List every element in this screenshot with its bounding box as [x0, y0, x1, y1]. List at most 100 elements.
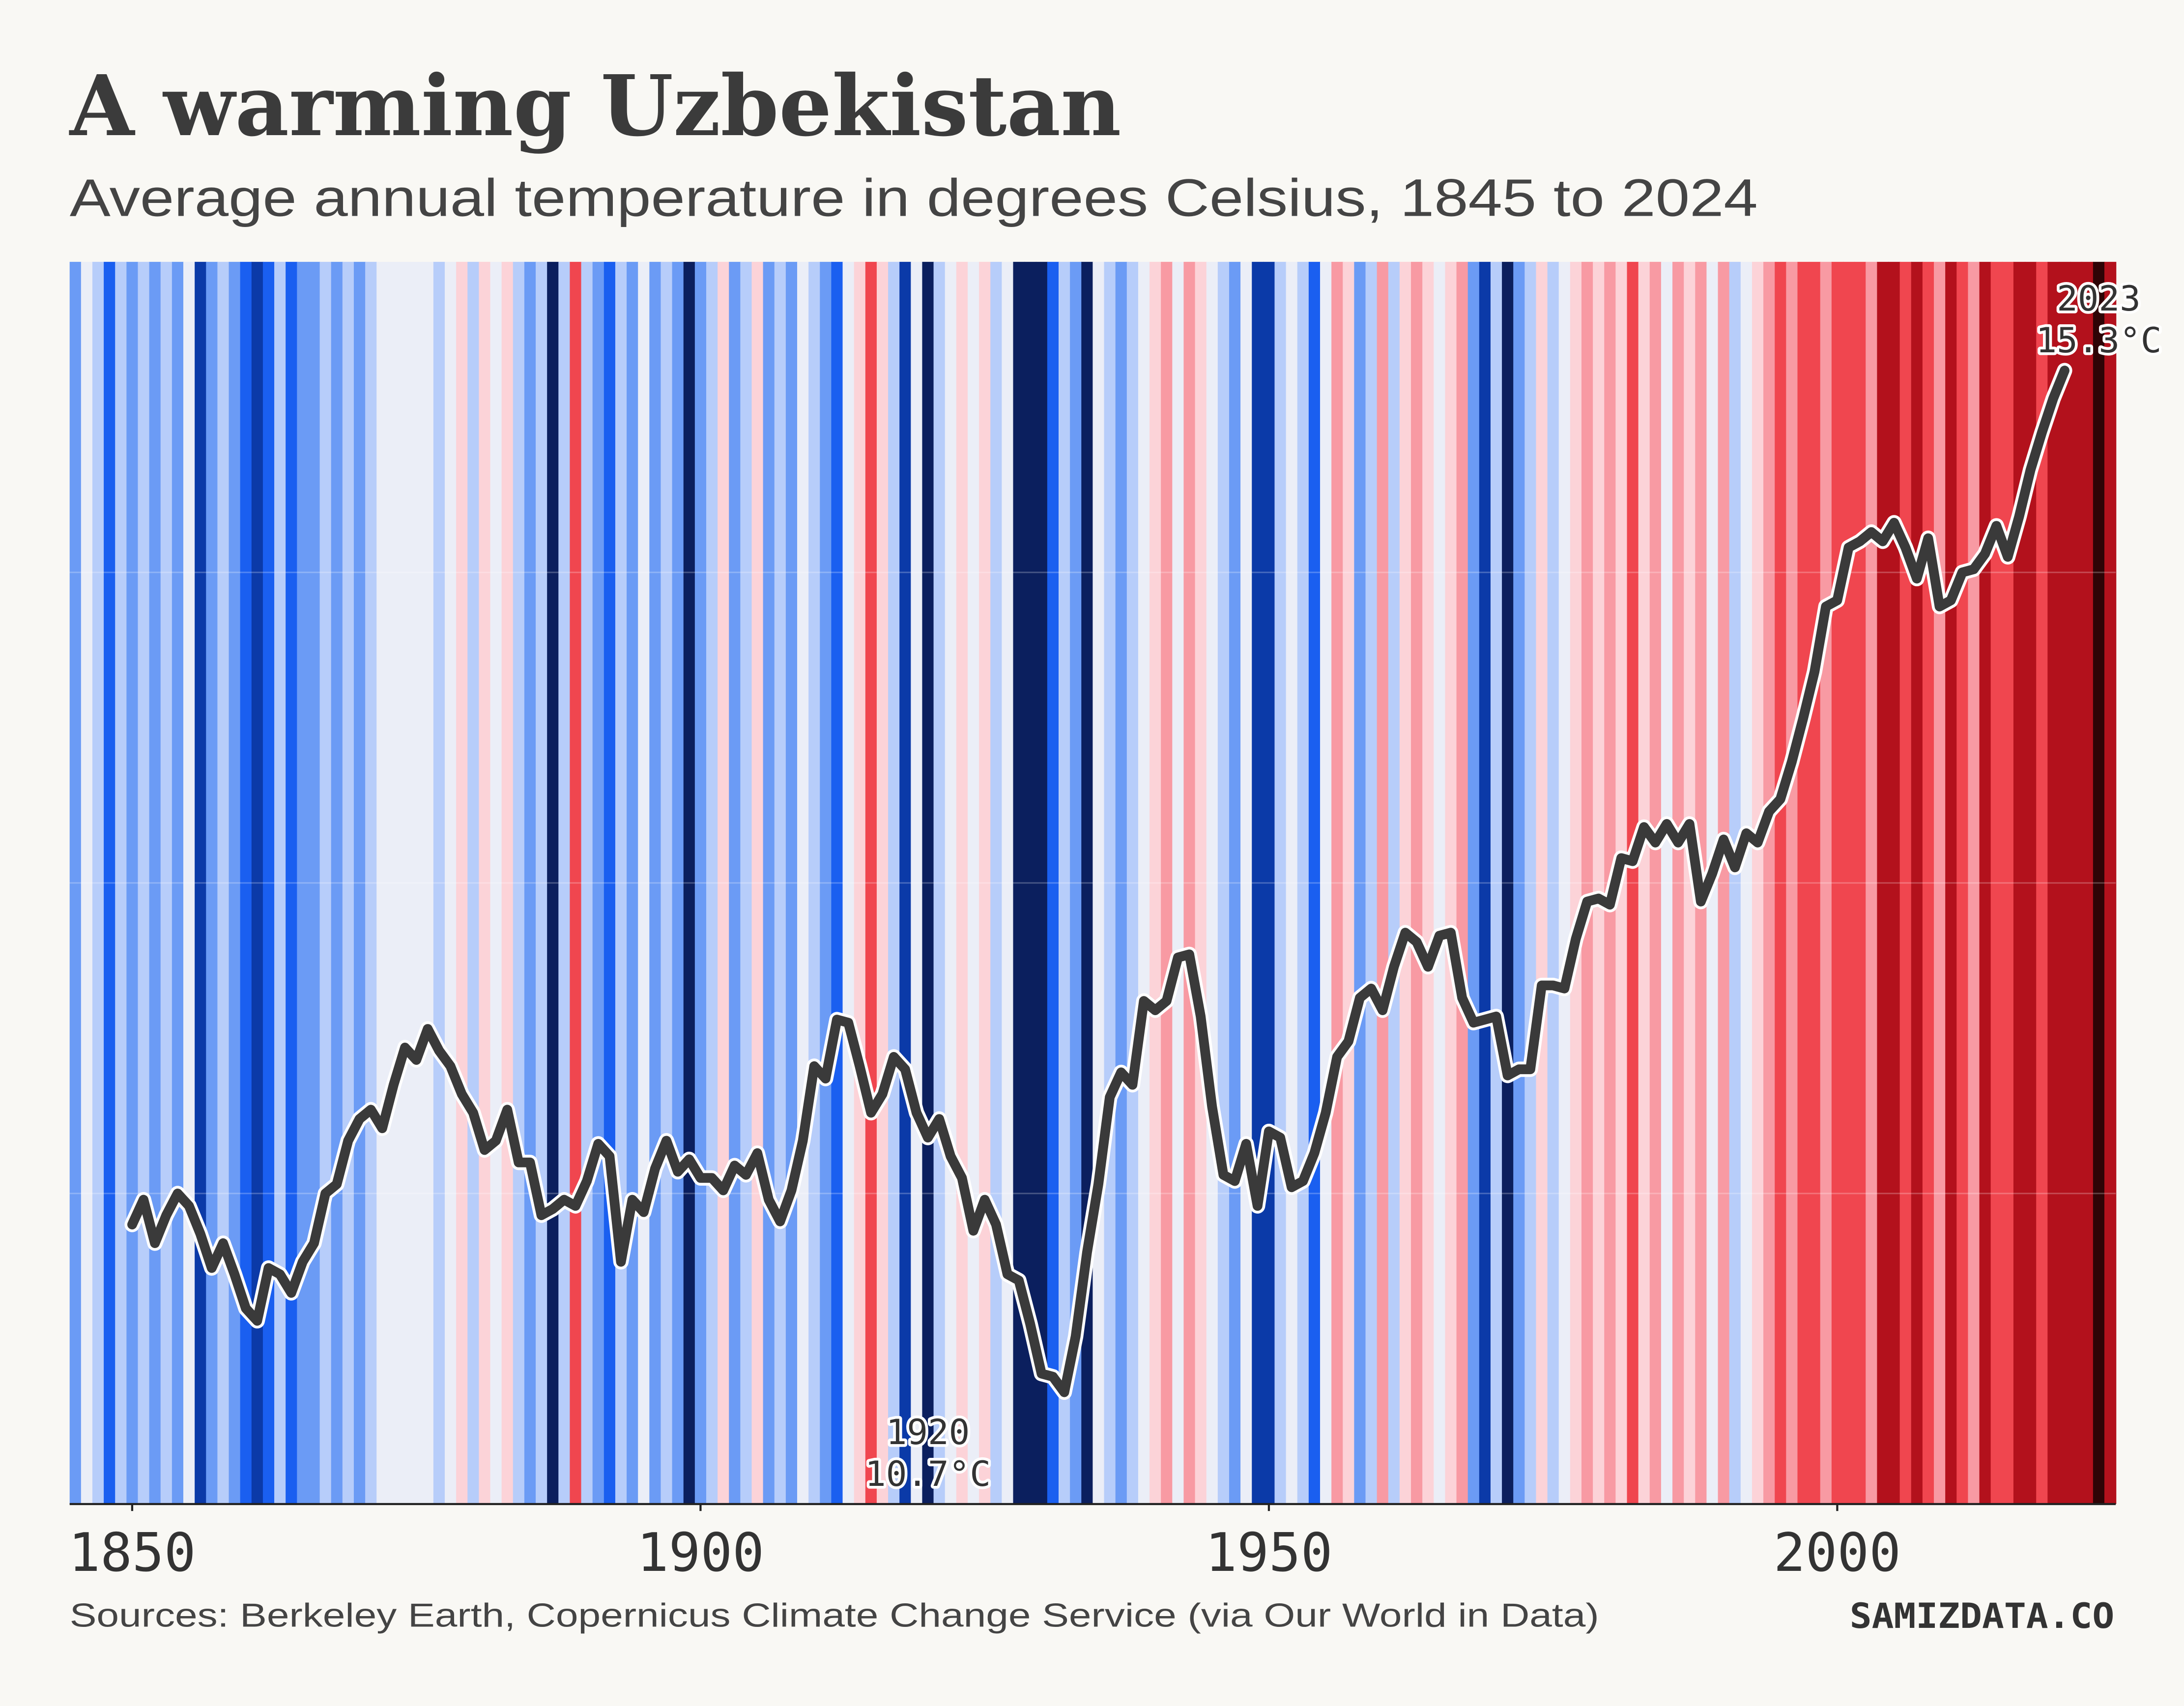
stripe: [1877, 261, 1889, 1504]
stripe: [1979, 261, 1991, 1504]
stripe: [1502, 261, 1514, 1504]
stripe: [399, 261, 411, 1504]
stripe: [2047, 261, 2060, 1504]
stripe: [274, 261, 287, 1504]
stripe: [1899, 261, 1912, 1504]
stripe: [1888, 261, 1900, 1504]
stripe: [1786, 261, 1798, 1504]
stripe: [1115, 261, 1127, 1504]
brand-logo: SAMIZDATA.CO: [1850, 1595, 2114, 1636]
stripe: [888, 261, 900, 1504]
stripe: [1320, 261, 1332, 1504]
stripe: [899, 261, 912, 1504]
stripe: [1479, 261, 1492, 1504]
stripe: [2002, 261, 2014, 1504]
stripe: [1718, 261, 1730, 1504]
stripe: [1343, 261, 1355, 1504]
stripe: [1536, 261, 1548, 1504]
chart-title: A warming Uzbekistan: [69, 57, 1121, 155]
stripe: [1126, 261, 1139, 1504]
stripe: [1775, 261, 1787, 1504]
stripe: [1809, 261, 1821, 1504]
stripe: [126, 261, 139, 1504]
stripe: [1411, 261, 1423, 1504]
stripe: [570, 261, 582, 1504]
stripe: [1968, 261, 1980, 1504]
stripe: [138, 261, 150, 1504]
stripe: [615, 261, 628, 1504]
stripe: [1331, 261, 1344, 1504]
stripe: [104, 261, 116, 1504]
stripe: [740, 261, 752, 1504]
stripe: [513, 261, 525, 1504]
stripe: [1854, 261, 1867, 1504]
stripe: [820, 261, 832, 1504]
stripe: [1922, 261, 1935, 1504]
stripe: [172, 261, 184, 1504]
stripe: [547, 261, 559, 1504]
stripe: [1002, 261, 1014, 1504]
stripe: [1286, 261, 1298, 1504]
stripe: [331, 261, 343, 1504]
chart-subtitle: Average annual temperature in degrees Ce…: [70, 168, 1758, 227]
stripe: [638, 261, 650, 1504]
stripe: [1490, 261, 1503, 1504]
stripe: [1252, 261, 1264, 1504]
stripe: [774, 261, 787, 1504]
stripe: [297, 261, 309, 1504]
stripe: [649, 261, 661, 1504]
stripe: [149, 261, 161, 1504]
stripe: [911, 261, 923, 1504]
stripe: [501, 261, 514, 1504]
stripe: [933, 261, 946, 1504]
stripe: [1263, 261, 1275, 1504]
stripe: [1172, 261, 1184, 1504]
stripe: [718, 261, 730, 1504]
stripe: [1843, 261, 1855, 1504]
stripe: [751, 261, 764, 1504]
stripe: [1399, 261, 1412, 1504]
stripe: [342, 261, 355, 1504]
stripe: [763, 261, 775, 1504]
stripe: [183, 261, 196, 1504]
stripe: [1445, 261, 1457, 1504]
stripe: [2081, 261, 2094, 1504]
stripe: [1661, 261, 1673, 1504]
x-tick-label: 2000: [1774, 1522, 1901, 1584]
stripe: [195, 261, 207, 1504]
stripe: [1377, 261, 1389, 1504]
stripe: [456, 261, 468, 1504]
x-tick-label: 1950: [1205, 1522, 1332, 1584]
stripe: [797, 261, 809, 1504]
stripe: [1820, 261, 1833, 1504]
stripe: [1104, 261, 1116, 1504]
stripe: [876, 261, 889, 1504]
stripe: [388, 261, 400, 1504]
stripe: [1456, 261, 1468, 1504]
stripe: [1365, 261, 1378, 1504]
stripe: [1934, 261, 1946, 1504]
stripe: [785, 261, 798, 1504]
stripe: [1354, 261, 1366, 1504]
stripe: [706, 261, 718, 1504]
stripe: [945, 261, 957, 1504]
stripe: [319, 261, 332, 1504]
stripe: [1217, 261, 1230, 1504]
stripe: [1649, 261, 1662, 1504]
stripe: [1831, 261, 1844, 1504]
stripe: [479, 261, 491, 1504]
stripe: [1206, 261, 1218, 1504]
annotation-year: 1920: [886, 1412, 970, 1452]
stripe: [956, 261, 969, 1504]
stripe: [581, 261, 593, 1504]
stripe: [1627, 261, 1639, 1504]
stripe: [206, 261, 218, 1504]
stripe: [1593, 261, 1605, 1504]
stripe: [808, 261, 821, 1504]
stripe: [1672, 261, 1685, 1504]
stripe: [1274, 261, 1287, 1504]
stripe: [1797, 261, 1810, 1504]
stripe: [445, 261, 457, 1504]
x-tick-label: 1900: [637, 1522, 764, 1584]
stripe: [1092, 261, 1105, 1504]
